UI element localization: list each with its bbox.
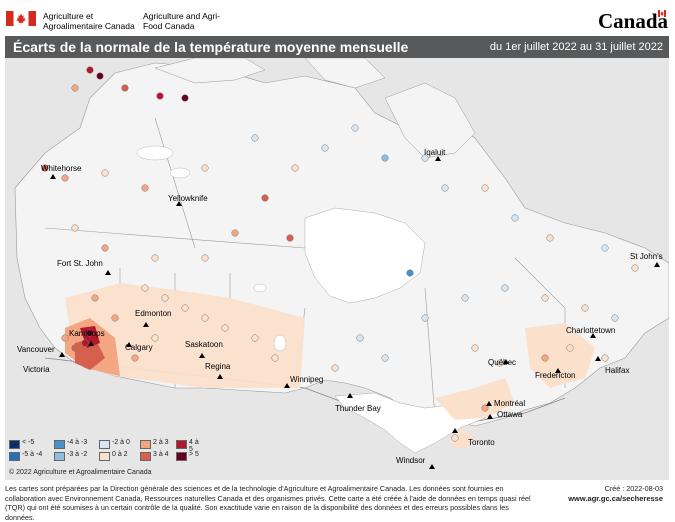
city-label-ottawa: Ottawa: [497, 410, 523, 419]
legend-label: -2 à 0: [112, 439, 130, 446]
city-label-montreal: Montréal: [494, 399, 525, 408]
city-label-windsor: Windsor: [396, 456, 426, 465]
title-bar: Écarts de la normale de la température m…: [5, 36, 669, 58]
city-label-saskatoon: Saskatoon: [185, 340, 223, 349]
city-label-st-johns: St John's: [630, 252, 663, 261]
hudson-bay: [304, 207, 426, 304]
city-label-quebec: Québec: [488, 358, 516, 367]
canada-wordmark: Canada: [598, 9, 669, 33]
city-label-yellowknife: Yellowknife: [168, 194, 208, 203]
footer: Les cartes sont préparées par la Directi…: [5, 481, 669, 522]
wordmark-flag-icon: [658, 10, 666, 17]
city-label-iqaluit: Iqaluit: [424, 148, 446, 157]
legend-label: 3 à 4: [153, 451, 169, 458]
legend-swatch: [99, 452, 110, 461]
city-label-fredericton: Fredericton: [535, 371, 575, 380]
legend-swatch: [140, 452, 151, 461]
legend-swatch: [9, 440, 20, 449]
copyright: © 2022 Agriculture et Agroalimentaire Ca…: [9, 469, 152, 476]
canada-flag-icon: [6, 11, 36, 26]
city-label-regina: Regina: [205, 362, 231, 371]
legend-swatch: [140, 440, 151, 449]
legend-label: -5 à -4: [22, 451, 43, 458]
city-label-kamloops: Kamloops: [69, 329, 105, 338]
footer-text: Les cartes sont préparées par la Directi…: [5, 484, 531, 522]
city-label-fort-st-john: Fort St. John: [57, 259, 103, 268]
header: Agriculture et Agroalimentaire Canada Ag…: [0, 0, 675, 36]
anomaly-regions: [65, 283, 595, 450]
city-label-edmonton: Edmonton: [135, 309, 171, 318]
website-link[interactable]: www.agr.gc.ca/secheresse: [568, 494, 663, 503]
legend-swatch: [176, 440, 187, 449]
legend-label: 4 à 5: [189, 439, 199, 453]
city-label-vancouver: Vancouver: [17, 345, 55, 354]
created-date: Créé : 2022-08-03: [604, 484, 663, 493]
city-label-toronto: Toronto: [468, 438, 495, 447]
legend: < -5 -5 à -4 -4 à -3 -3 à -2 -2 à 0 0 à …: [0, 436, 200, 466]
city-label-charlottetown: Charlottetown: [566, 326, 615, 335]
legend-swatch: [99, 440, 110, 449]
legend-label: -4 à -3: [67, 439, 88, 446]
map-title: Écarts de la normale de la température m…: [13, 39, 409, 55]
temperature-anomaly-map: Whitehorse Yellowknife Iqaluit Fort St. …: [5, 58, 669, 480]
map-period: du 1er juillet 2022 au 31 juillet 2022: [489, 41, 663, 53]
legend-swatch: [9, 452, 20, 461]
org-name-fr: Agriculture et Agroalimentaire Canada: [43, 11, 135, 31]
city-labels: Whitehorse Yellowknife Iqaluit Fort St. …: [17, 148, 663, 465]
city-label-halifax: Halifax: [605, 366, 629, 375]
legend-label: 2 à 3: [153, 439, 169, 446]
city-markers: [50, 156, 660, 469]
city-label-winnipeg: Winnipeg: [290, 375, 323, 384]
city-label-victoria: Victoria: [23, 365, 50, 374]
city-label-whitehorse: Whitehorse: [41, 164, 82, 173]
legend-swatch: [176, 452, 187, 461]
legend-label: < -5: [22, 439, 35, 446]
legend-label: > 5: [189, 451, 199, 458]
org-name-en: Agriculture and Agri-Food Canada: [143, 11, 221, 31]
legend-label: 0 à 2: [112, 451, 128, 458]
legend-label: -3 à -2: [67, 451, 88, 458]
legend-swatch: [54, 452, 65, 461]
map-frame: Whitehorse Yellowknife Iqaluit Fort St. …: [5, 58, 669, 480]
city-label-calgary: Calgary: [125, 343, 153, 352]
legend-swatch: [54, 440, 65, 449]
station-dots: [41, 66, 639, 442]
city-label-thunder-bay: Thunder Bay: [335, 404, 381, 413]
